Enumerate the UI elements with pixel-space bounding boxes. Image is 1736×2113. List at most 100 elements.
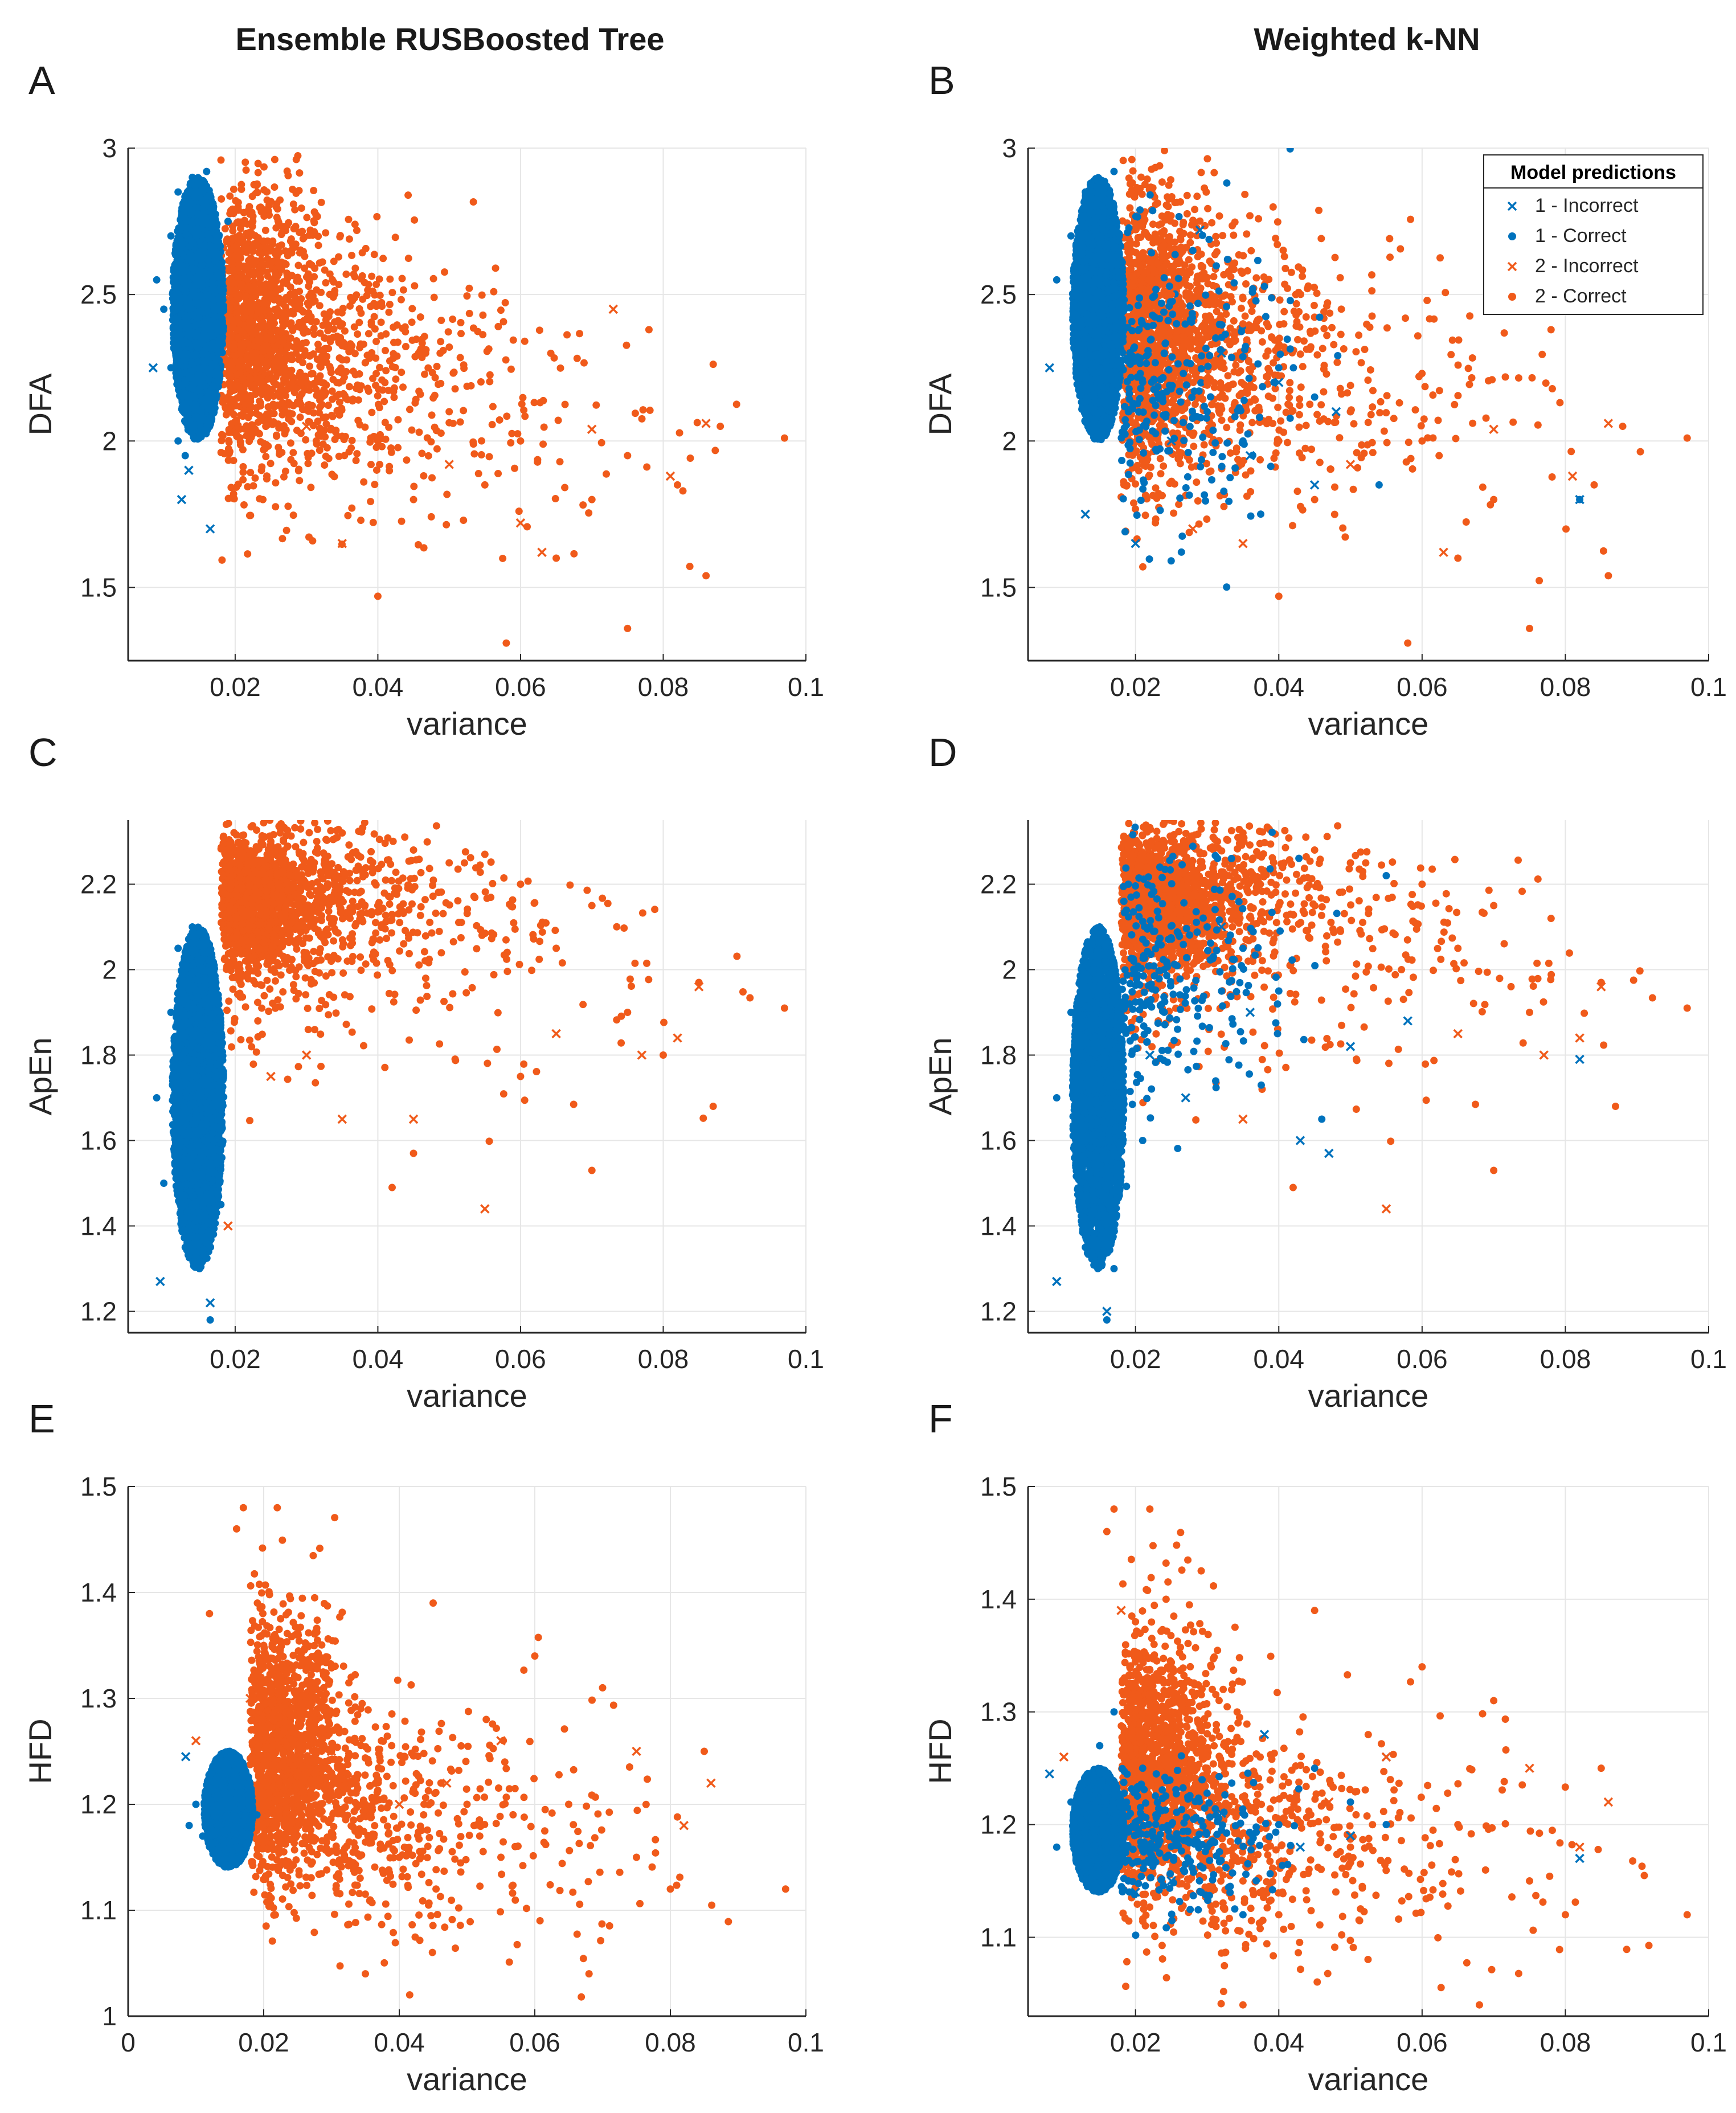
data-point	[320, 334, 328, 342]
data-point	[309, 231, 317, 239]
data-point	[296, 413, 304, 421]
y-tick-label: 2	[1002, 426, 1017, 456]
data-point	[314, 241, 322, 249]
data-point	[519, 394, 527, 402]
data-point	[205, 396, 213, 404]
data-point	[1331, 483, 1339, 491]
data-point	[255, 338, 263, 346]
data-point	[602, 470, 610, 478]
y-tick-label: 2	[102, 426, 117, 456]
data-point	[271, 357, 279, 365]
data-point	[338, 320, 346, 328]
data-point	[230, 318, 238, 326]
y-tick-label: 3	[102, 133, 117, 163]
data-point	[370, 313, 378, 321]
data-point	[208, 294, 216, 302]
y-axis-label: DFA	[22, 373, 58, 436]
data-point	[414, 541, 422, 549]
data-point	[292, 189, 300, 197]
data-point	[335, 253, 343, 261]
data-point	[340, 373, 348, 381]
data-point	[345, 383, 353, 391]
data-point	[1320, 388, 1328, 396]
data-point	[215, 341, 223, 349]
data-point	[348, 504, 356, 512]
data-point	[1274, 403, 1282, 411]
y-tick-label: 2.5	[80, 280, 117, 309]
data-point	[167, 232, 175, 240]
data-point	[224, 494, 232, 502]
data-point	[267, 351, 275, 359]
data-point	[220, 306, 228, 314]
data-point	[344, 511, 352, 519]
data-point	[439, 346, 447, 354]
data-point	[299, 359, 307, 367]
data-point	[239, 446, 247, 454]
data-point	[494, 469, 502, 477]
data-point	[265, 389, 273, 397]
data-point	[189, 239, 197, 247]
data-point	[307, 484, 315, 492]
data-point	[198, 196, 206, 204]
data-point	[639, 406, 647, 414]
data-point	[338, 406, 346, 414]
data-point	[1285, 387, 1293, 395]
x-tick-label: 0.08	[1540, 672, 1591, 702]
column-title-knn: Weighted k-NN	[1254, 21, 1480, 57]
data-point	[496, 416, 503, 424]
data-point	[312, 318, 320, 326]
data-point	[232, 483, 240, 491]
data-point	[408, 426, 416, 434]
data-point	[238, 280, 246, 288]
data-point	[485, 345, 493, 353]
data-point	[216, 297, 224, 305]
data-point	[295, 465, 303, 473]
data-point	[507, 365, 515, 373]
data-point	[286, 237, 294, 245]
data-point	[270, 410, 278, 417]
data-point	[260, 306, 268, 314]
data-point	[1386, 235, 1394, 243]
data-point	[317, 288, 325, 296]
data-point	[253, 237, 261, 245]
data-point	[503, 412, 511, 420]
data-point	[255, 378, 263, 386]
data-point	[303, 214, 311, 222]
y-axis-label: DFA	[922, 373, 958, 436]
data-point	[171, 326, 179, 334]
data-point	[410, 496, 417, 503]
data-point	[1369, 449, 1377, 457]
data-point	[273, 305, 281, 313]
data-point	[408, 318, 416, 326]
data-point	[365, 387, 372, 395]
data-point	[179, 381, 187, 389]
data-point	[225, 428, 233, 436]
data-point	[245, 437, 253, 445]
data-point	[182, 207, 190, 215]
data-point	[554, 416, 562, 424]
data-point	[190, 423, 198, 431]
data-point	[1272, 449, 1280, 457]
data-point	[521, 412, 529, 420]
data-point	[1420, 415, 1428, 423]
data-point	[358, 249, 366, 257]
data-point	[310, 409, 318, 417]
x-tick-label: 0.1	[788, 672, 824, 702]
data-point	[262, 423, 270, 431]
data-point	[230, 457, 238, 465]
data-point	[230, 490, 238, 498]
data-point	[306, 362, 314, 370]
data-point	[303, 316, 311, 323]
data-point	[370, 251, 378, 259]
data-point	[372, 354, 380, 362]
data-point	[301, 347, 309, 355]
data-point	[232, 241, 240, 249]
data-point	[181, 349, 189, 357]
data-point	[381, 419, 389, 427]
data-point	[191, 275, 199, 282]
data-point	[322, 229, 330, 237]
panel-letter: A	[28, 58, 55, 103]
data-point	[318, 429, 326, 437]
data-point	[470, 450, 478, 458]
data-point	[318, 258, 326, 266]
